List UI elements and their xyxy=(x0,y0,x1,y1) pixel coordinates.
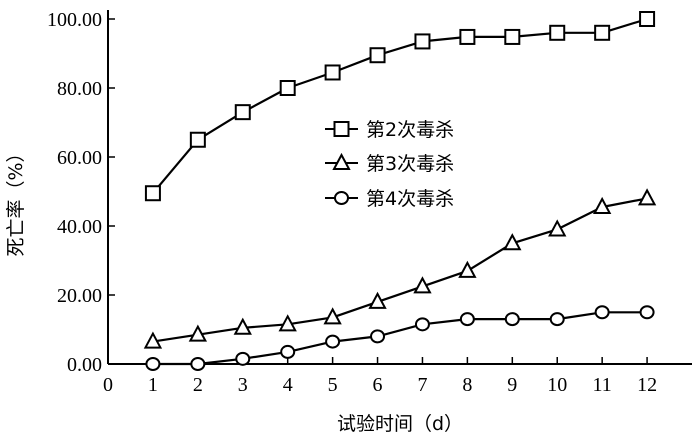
y-tick-label: 0.00 xyxy=(67,354,102,376)
y-tick-label: 60.00 xyxy=(57,147,102,169)
legend-label: 第3次毒杀 xyxy=(366,153,454,175)
data-point xyxy=(548,219,567,237)
data-point xyxy=(594,24,611,41)
data-point xyxy=(189,131,206,148)
legend-label: 第2次毒杀 xyxy=(366,119,454,141)
y-tick-label: 20.00 xyxy=(57,285,102,307)
data-point xyxy=(188,324,208,342)
data-point xyxy=(459,312,475,327)
data-point xyxy=(594,305,610,320)
data-point xyxy=(458,260,477,278)
data-point xyxy=(369,47,386,64)
data-point xyxy=(324,64,341,81)
x-tick-label: 9 xyxy=(507,374,517,396)
data-point xyxy=(325,334,341,349)
data-point xyxy=(503,233,522,251)
y-tick-label: 80.00 xyxy=(57,78,102,100)
series-layer xyxy=(143,11,657,371)
data-point xyxy=(504,312,520,327)
data-point xyxy=(637,188,657,206)
x-tick-label: 8 xyxy=(462,374,472,396)
x-ticks: 0 1 2 3 4 5 6 7 8 9 10 11 12 xyxy=(103,357,657,396)
data-point xyxy=(190,357,206,371)
x-tick-label: 10 xyxy=(547,374,567,396)
legend-marker xyxy=(333,121,350,137)
series-triangle xyxy=(143,188,657,349)
data-point xyxy=(235,351,251,366)
data-point xyxy=(368,291,387,309)
data-point xyxy=(323,307,342,325)
series-line xyxy=(152,197,648,343)
data-point xyxy=(279,80,296,96)
axes: 0 1 2 3 4 5 6 7 8 9 10 11 12 0.0020.0040.0060.0080.0… xyxy=(47,9,692,396)
x-tick-label: 4 xyxy=(283,374,293,396)
data-point xyxy=(549,312,565,327)
data-point xyxy=(144,185,161,202)
x-tick-label: 11 xyxy=(593,374,612,396)
data-point xyxy=(413,276,432,294)
x-tick-label: 6 xyxy=(373,374,383,396)
data-point xyxy=(414,317,430,332)
x-tick-label: 7 xyxy=(417,374,427,396)
x-tick-label: 3 xyxy=(238,374,248,396)
x-tick-label: 1 xyxy=(148,374,158,396)
data-point xyxy=(504,28,521,45)
series-circle xyxy=(145,305,655,371)
x-tick-label: 0 xyxy=(103,374,113,396)
series-line xyxy=(152,311,648,366)
data-point xyxy=(459,28,476,45)
series-square xyxy=(144,11,656,202)
data-point xyxy=(234,104,251,121)
legend-item: 第2次毒杀 xyxy=(325,119,454,141)
legend-label: 第4次毒杀 xyxy=(366,188,454,210)
legend-item: 第4次毒杀 xyxy=(325,188,454,210)
data-point xyxy=(639,305,655,320)
data-point xyxy=(592,196,612,215)
y-axis-title: 死亡率（%） xyxy=(5,143,27,256)
data-point xyxy=(414,33,431,50)
x-tick-label: 12 xyxy=(637,374,657,396)
data-point xyxy=(143,331,163,349)
y-ticks: 0.00 20.00 40.00 60.00 80.00 100.00 xyxy=(47,9,115,376)
legend-marker xyxy=(334,191,349,205)
legend-item: 第3次毒杀 xyxy=(325,152,454,175)
data-point xyxy=(549,24,566,41)
y-tick-label: 40.00 xyxy=(57,216,102,238)
y-tick-label: 100.00 xyxy=(47,9,102,31)
data-point xyxy=(280,344,296,359)
data-point xyxy=(233,317,252,335)
data-point xyxy=(639,11,656,27)
x-tick-label: 2 xyxy=(193,374,203,396)
data-point xyxy=(370,329,386,344)
data-point xyxy=(278,314,297,332)
x-axis-title: 试验时间（d） xyxy=(337,413,463,435)
legend-marker xyxy=(332,152,351,170)
data-point xyxy=(145,357,161,371)
x-tick-label: 5 xyxy=(328,374,338,396)
